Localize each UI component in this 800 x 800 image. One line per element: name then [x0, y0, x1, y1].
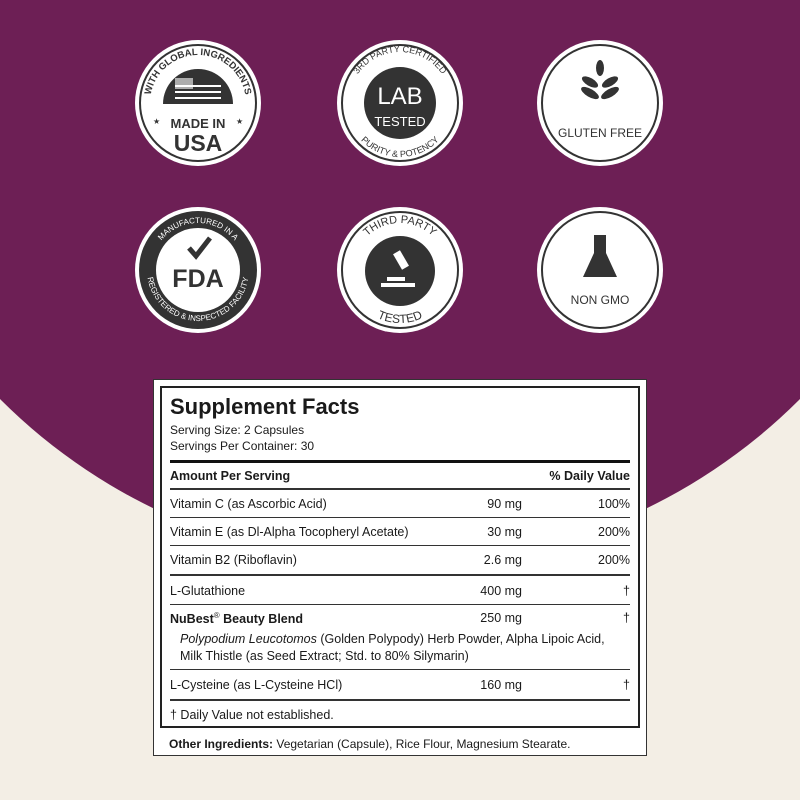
header-daily-value: % Daily Value — [549, 469, 630, 483]
nutrient-amount: 250 mg — [480, 611, 522, 625]
nutrient-amount: 30 mg — [487, 525, 522, 539]
nutrient-dv: 200% — [598, 525, 630, 539]
blend-ingredients-line2: Milk Thistle (as Seed Extract; Std. to 8… — [180, 649, 469, 663]
non-gmo-badge: NON GMO — [537, 207, 663, 333]
divider — [170, 669, 630, 670]
svg-text:MADE IN: MADE IN — [171, 116, 226, 131]
svg-text:LAB: LAB — [377, 83, 422, 110]
nutrient-dv: † — [623, 611, 630, 625]
divider — [170, 517, 630, 518]
footnote: † Daily Value not established. — [170, 708, 334, 722]
third-party-tested-badge: THIRD PARTY TESTED — [337, 207, 463, 333]
nutrient-amount: 400 mg — [480, 584, 522, 598]
nutrient-dv: 100% — [598, 497, 630, 511]
nutrient-dv: † — [623, 678, 630, 692]
checkmark-icon — [187, 236, 212, 260]
nutrient-name: L-Glutathione — [170, 584, 246, 598]
serving-size: Serving Size: 2 Capsules — [170, 423, 305, 437]
supplement-facts-box: Supplement Facts Serving Size: 2 Capsule… — [160, 386, 640, 728]
svg-text:FDA: FDA — [172, 265, 223, 293]
lab-tested-badge: 3RD PARTY CERTIFIED LAB TESTED PURITY & … — [337, 40, 463, 166]
header-amount: Amount Per Serving — [170, 469, 291, 483]
divider — [170, 488, 630, 490]
svg-text:TESTED: TESTED — [374, 114, 425, 129]
nutrient-name: L-Cysteine (as L-Cysteine HCl) — [170, 678, 343, 692]
divider — [170, 699, 630, 701]
blend-ingredients-line1: Polypodium Leucotomos (Golden Polypody) … — [180, 632, 605, 646]
flask-icon — [583, 235, 617, 277]
gluten-free-badge: GLUTEN FREE — [537, 40, 663, 166]
divider — [170, 604, 630, 605]
divider — [170, 460, 630, 463]
svg-text:GLUTEN FREE: GLUTEN FREE — [558, 126, 642, 140]
nutrient-name: Vitamin B2 (Riboflavin) — [170, 553, 297, 567]
fda-registered-badge: MANUFACTURED IN A REGISTERED & INSPECTED… — [135, 207, 261, 333]
wheat-icon — [581, 60, 619, 100]
divider — [170, 545, 630, 546]
microscope-icon — [381, 250, 415, 287]
svg-text:TESTED: TESTED — [376, 308, 424, 327]
other-ingredients: Other Ingredients: Vegetarian (Capsule),… — [169, 737, 571, 751]
blend-name: NuBest® Beauty Blend — [170, 611, 304, 627]
nutrient-dv: † — [623, 584, 630, 598]
divider — [170, 574, 630, 576]
servings-per-container: Servings Per Container: 30 — [170, 439, 315, 453]
nutrient-amount: 90 mg — [487, 497, 522, 511]
svg-text:★: ★ — [153, 117, 160, 126]
nutrient-name: Vitamin C (as Ascorbic Acid) — [170, 497, 327, 511]
made-in-usa-badge: WITH GLOBAL INGREDIENTS ★ ★ MADE IN USA — [135, 40, 261, 166]
svg-text:NON GMO: NON GMO — [571, 293, 630, 307]
supplement-facts-panel: Supplement Facts Serving Size: 2 Capsule… — [153, 379, 647, 756]
nutrient-amount: 2.6 mg — [483, 553, 522, 567]
nutrient-amount: 160 mg — [480, 678, 522, 692]
svg-text:USA: USA — [174, 130, 223, 156]
facts-title: Supplement Facts — [170, 394, 360, 419]
nutrient-dv: 200% — [598, 553, 630, 567]
svg-text:★: ★ — [236, 117, 243, 126]
nutrient-name: Vitamin E (as Dl-Alpha Tocopheryl Acetat… — [170, 525, 409, 539]
